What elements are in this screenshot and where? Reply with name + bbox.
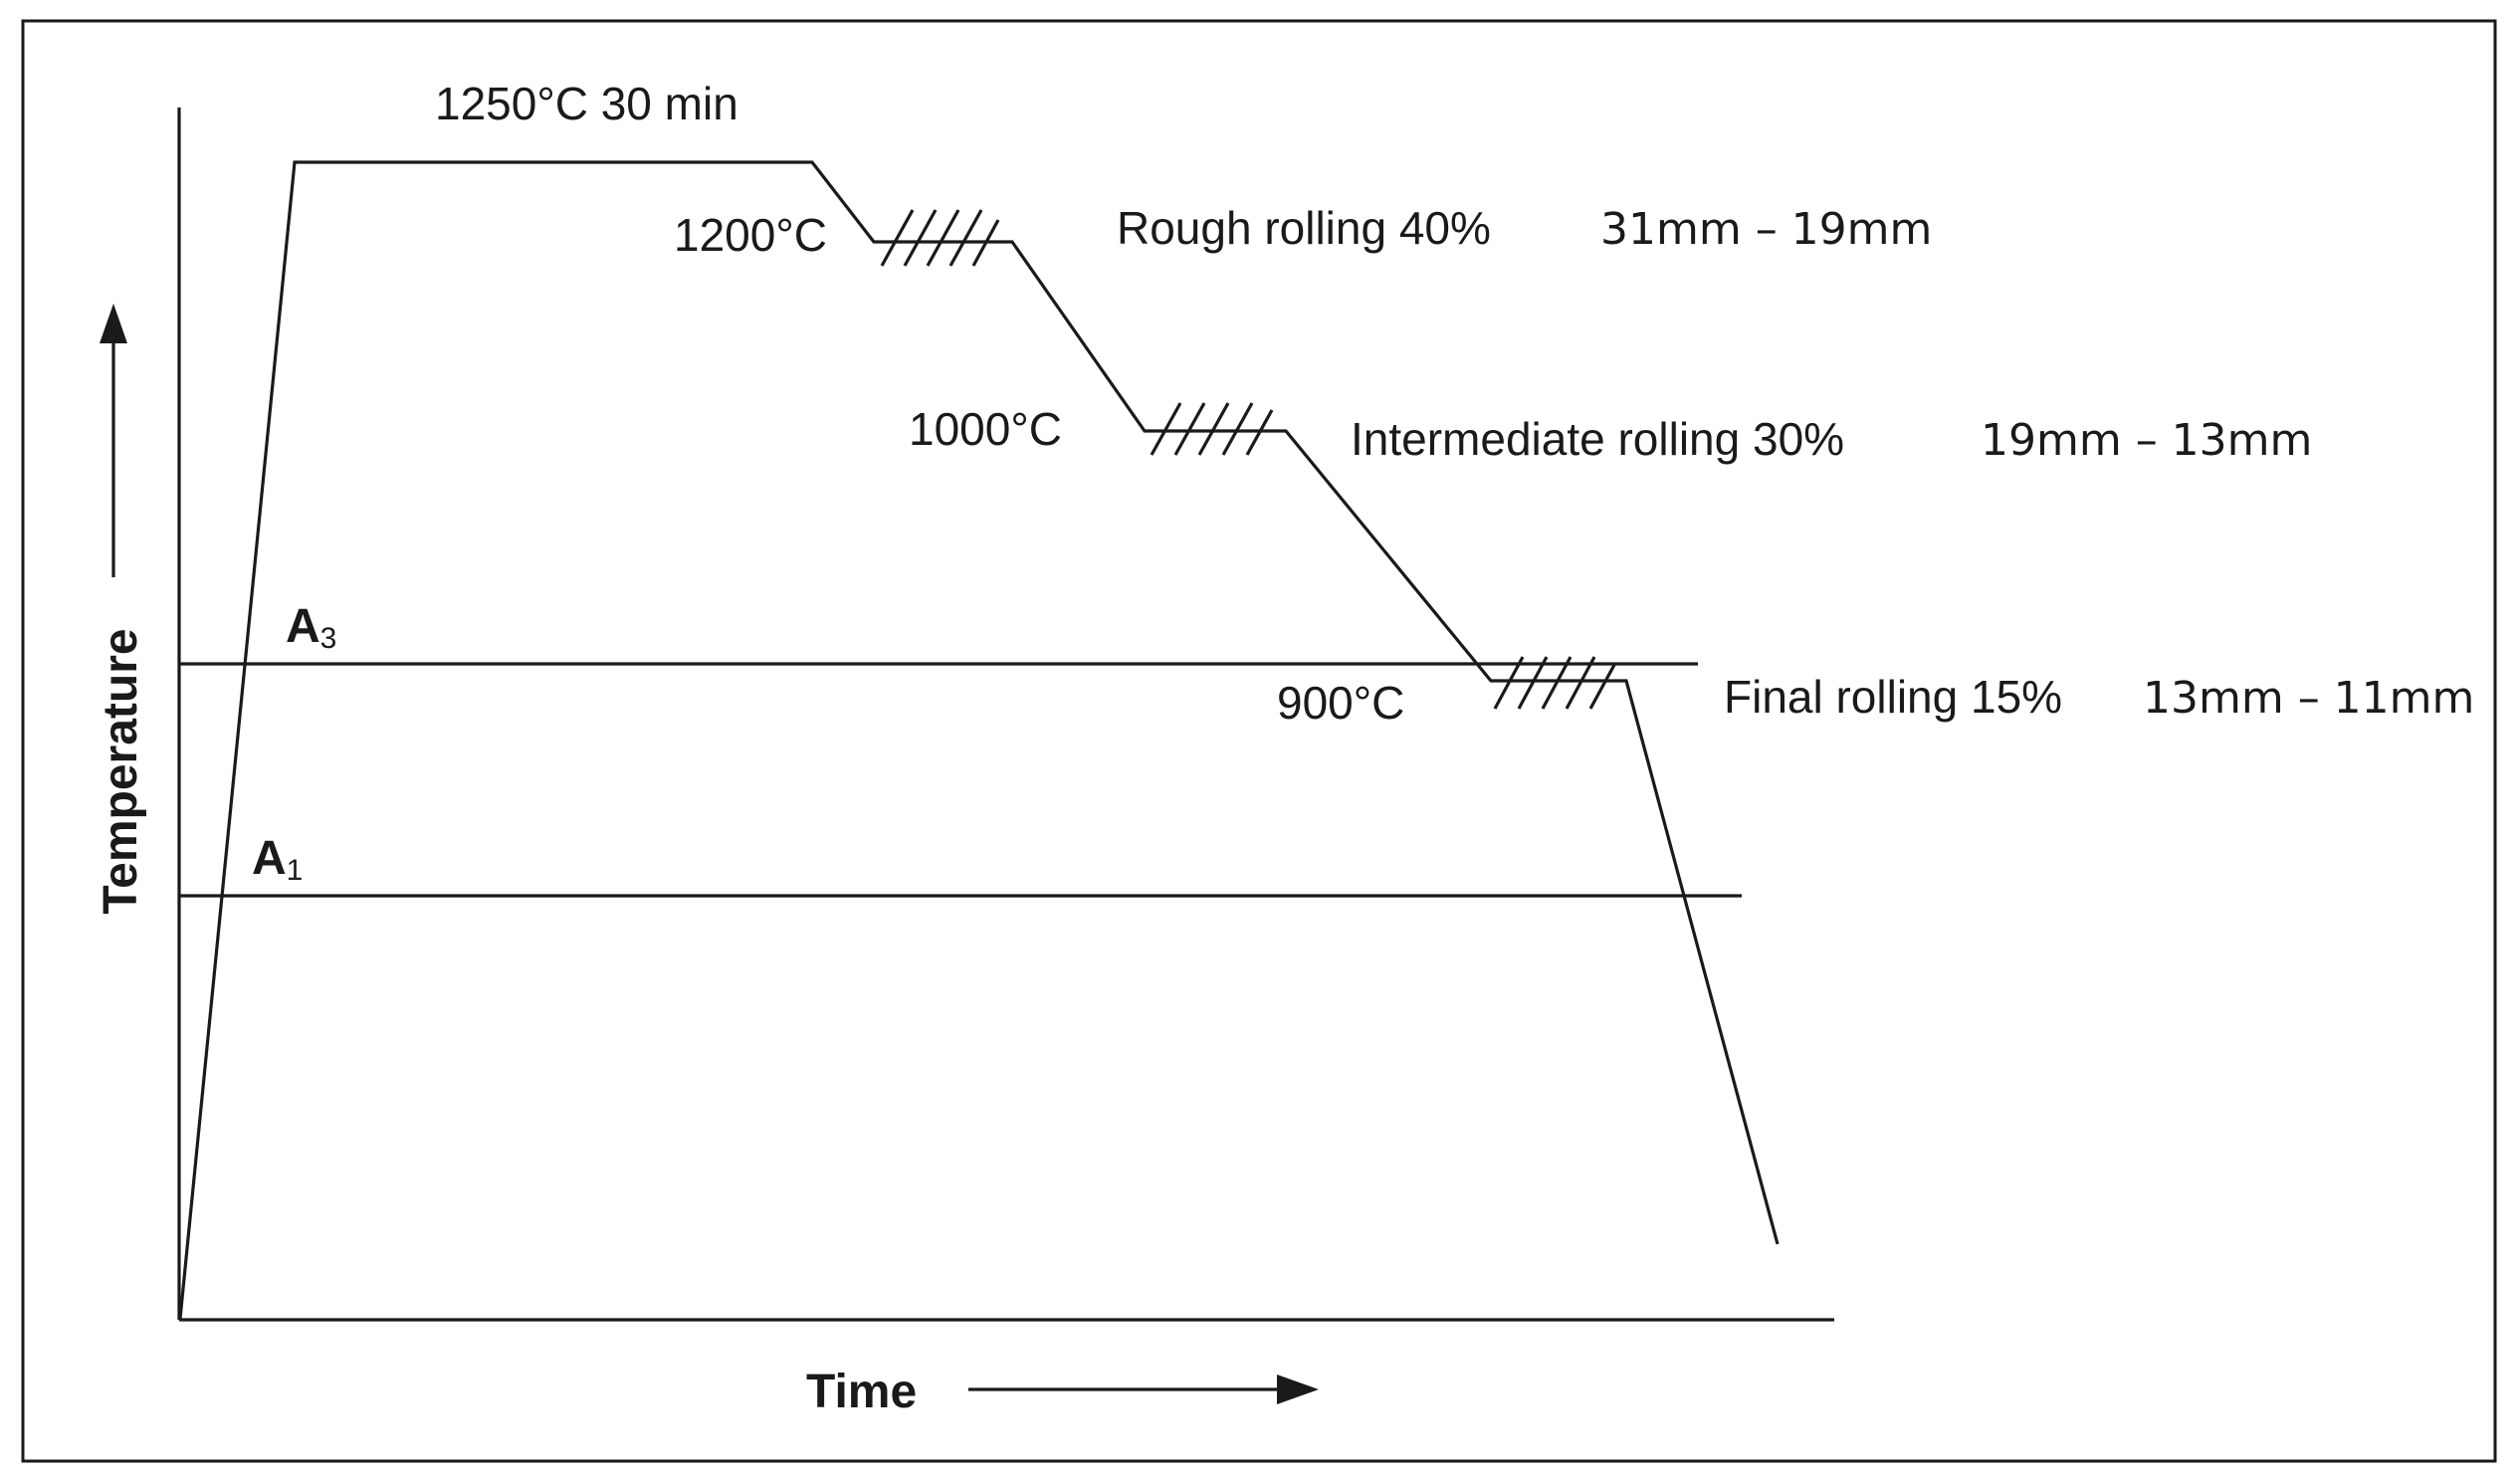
a3-label: A3 xyxy=(286,600,336,655)
rough-rolling-thickness: 31mm – 19mm xyxy=(1600,204,1932,255)
final-rolling-thickness: 13mm – 11mm xyxy=(2143,673,2474,724)
a1-label: A1 xyxy=(252,832,303,887)
rough-rolling-start-temp: 1200°C xyxy=(674,209,827,261)
soak-label: 1250°C 30 min xyxy=(435,78,738,129)
intermediate-rolling-label: Intermediate rolling 30% xyxy=(1351,413,1844,465)
process-curve xyxy=(178,160,1780,1320)
intermediate-rolling-start-temp: 1000°C xyxy=(909,403,1062,455)
rough-rolling-hatch xyxy=(880,209,1000,267)
intermediate-rolling-hatch xyxy=(1150,402,1274,456)
x-axis-label: Time xyxy=(806,1366,917,1418)
intermediate-rolling-thickness: 19mm – 13mm xyxy=(1981,415,2312,466)
final-rolling-label: Final rolling 15% xyxy=(1724,671,2062,723)
y-axis-label: Temperature xyxy=(95,628,147,914)
figure-border xyxy=(21,19,2497,1463)
y-axis-arrowhead xyxy=(100,304,127,343)
rough-rolling-label: Rough rolling 40% xyxy=(1117,202,1491,254)
x-axis-arrowhead xyxy=(1277,1375,1319,1404)
final-rolling-start-temp: 900°C xyxy=(1277,677,1404,729)
final-rolling-hatch xyxy=(1493,656,1616,710)
